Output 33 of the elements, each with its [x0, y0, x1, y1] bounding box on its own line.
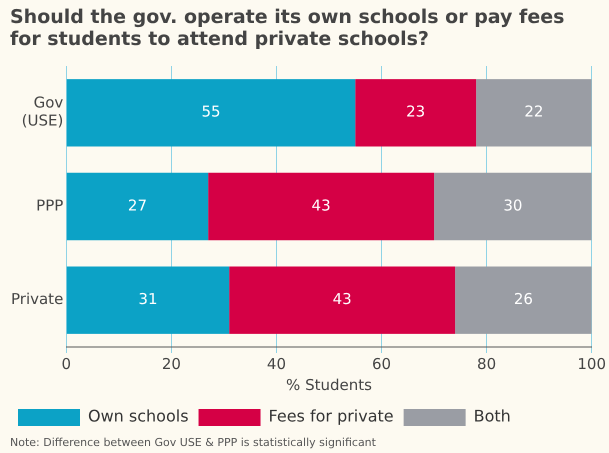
bar: [355, 79, 476, 147]
data-label: 43: [332, 290, 352, 308]
x-tick-label: 80: [477, 354, 496, 373]
bar: [476, 79, 592, 147]
chart-title: Should the gov. operate its own schools or pay fees for students to attend private schools?: [10, 6, 566, 50]
bar: [66, 266, 230, 334]
legend-label: Fees for private: [268, 406, 394, 426]
bar: [434, 172, 592, 240]
data-label: 55: [201, 102, 221, 121]
data-label: 43: [312, 196, 331, 214]
data-label: 27: [128, 196, 148, 214]
x-axis-title: % Students: [286, 376, 372, 394]
bar: [208, 172, 434, 240]
data-label: 30: [503, 196, 522, 214]
bar: [455, 266, 592, 334]
legend-label: Own schools: [88, 406, 189, 426]
x-tick-label: 100: [577, 354, 606, 373]
data-label: 31: [138, 290, 158, 308]
legend-label: Both: [474, 406, 511, 426]
bar: [66, 172, 208, 240]
bar: [229, 266, 456, 334]
x-tick-label: 40: [266, 354, 286, 373]
y-tick-label: PPP: [36, 196, 64, 214]
text: Note: Difference between Gov USE & PPP is statistically significant: [10, 436, 376, 449]
y-tick-label: Gov (USE): [22, 94, 64, 130]
x-tick-label: 20: [162, 354, 181, 373]
y-tick-label: Private: [11, 290, 64, 308]
bar: [66, 79, 356, 147]
data-label: 23: [406, 102, 426, 121]
data-label: 22: [524, 102, 544, 121]
data-label: 26: [514, 290, 533, 308]
x-tick-label: 60: [372, 354, 392, 373]
x-tick-label: 0: [62, 354, 72, 373]
